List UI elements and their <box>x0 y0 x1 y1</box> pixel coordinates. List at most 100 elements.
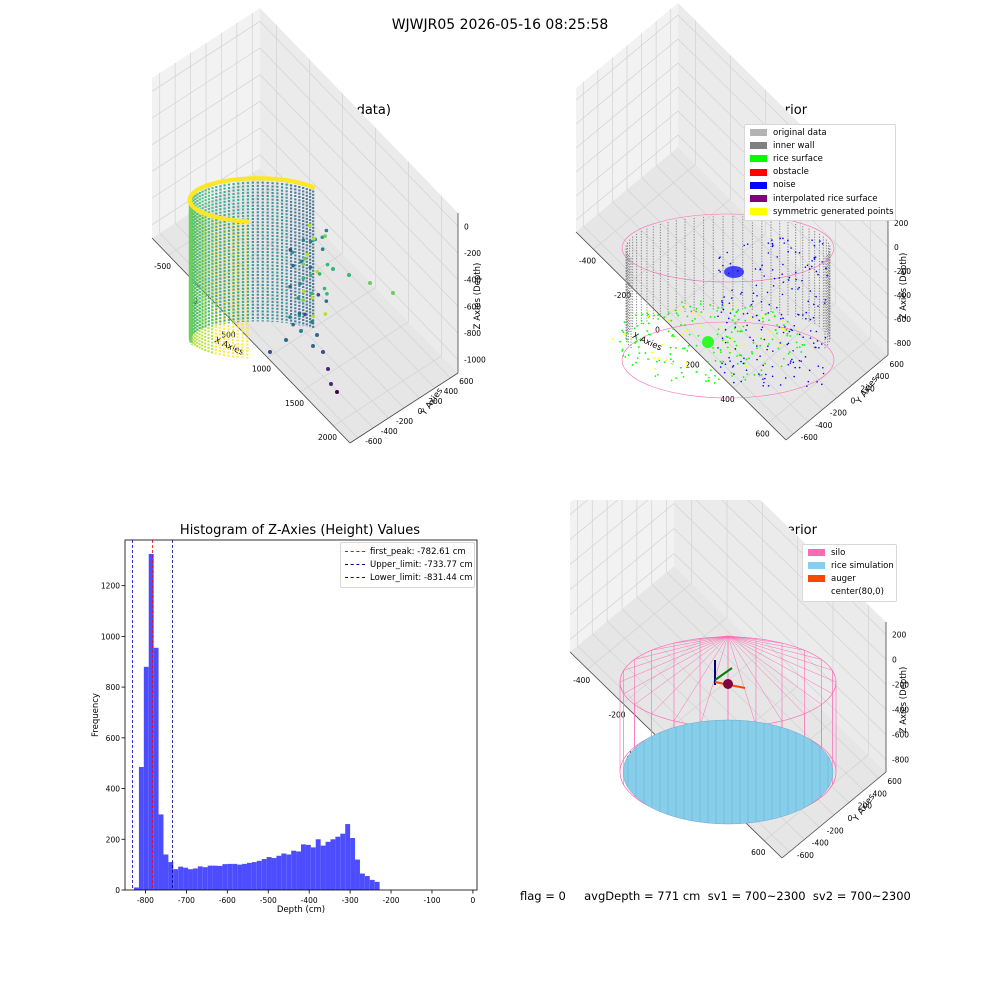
x-tick-label: 1500 <box>285 399 304 408</box>
rice-surface-point <box>741 344 744 347</box>
noise-point <box>755 314 758 317</box>
silo-wireframe <box>651 635 729 651</box>
rice-surface-point <box>762 320 764 323</box>
noise-point <box>820 343 823 345</box>
data-point <box>305 252 309 257</box>
z-tick-label: -200 <box>464 249 481 258</box>
x-tick-label: -200 <box>614 291 631 300</box>
noise-point <box>779 384 782 386</box>
silo-wireframe <box>727 635 757 726</box>
noise-point <box>752 292 755 295</box>
legend-label: interpolated rice surface <box>773 193 878 204</box>
z-axis-label: Z Axies (Depth) <box>899 667 909 734</box>
rice-surface-point <box>654 375 657 377</box>
data-point <box>310 185 316 190</box>
legend-swatch <box>808 575 825 583</box>
noise-point <box>766 348 768 351</box>
legend-item-original: original data <box>745 126 895 139</box>
noise-point <box>791 358 793 361</box>
noise-point <box>782 317 784 320</box>
rice-surface-point <box>680 324 682 326</box>
noise-point <box>791 287 793 290</box>
histogram-bar <box>261 859 267 890</box>
x-tick-label: -300 <box>342 896 359 905</box>
rice-surface-point <box>667 312 670 315</box>
rice-surface-point <box>719 349 722 351</box>
noise-point <box>761 264 763 267</box>
rice-surface-point <box>734 322 737 325</box>
rice-surface-point <box>677 314 680 317</box>
rice-surface-point <box>714 359 717 362</box>
rice-surface-point <box>739 330 742 332</box>
noise-point <box>779 342 782 344</box>
silo-wireframe <box>727 635 783 722</box>
gridline <box>174 222 374 429</box>
rice-surface-point <box>736 330 739 333</box>
legend-label: center(80,0) <box>831 587 884 598</box>
noise-point <box>790 360 792 362</box>
data-point <box>303 256 307 261</box>
silo-wireframe <box>727 635 833 694</box>
noise-point <box>733 373 735 375</box>
y-tick-label: 600 <box>459 377 474 386</box>
data-point <box>291 322 295 327</box>
noise-point <box>767 385 770 387</box>
histogram-bar <box>237 864 243 890</box>
rice-surface-point <box>611 338 614 341</box>
histogram-bar <box>296 851 301 890</box>
legend-label: rice surface <box>773 153 823 164</box>
rice-surface-point <box>675 312 678 315</box>
rice-surface-point <box>725 348 727 351</box>
histogram-bar <box>291 850 297 890</box>
rice-surface-point <box>716 333 719 336</box>
noise-point <box>752 300 754 303</box>
data-point <box>317 272 322 276</box>
legend-swatch <box>750 155 767 163</box>
rice-surface-point <box>776 324 779 326</box>
legend-label: original data <box>773 127 827 138</box>
noise-point <box>813 244 816 247</box>
rice-surface-point <box>646 310 649 313</box>
noise-point <box>759 355 761 357</box>
x-tick-label: -500 <box>260 896 277 905</box>
y-tick-label: 200 <box>860 384 875 393</box>
noise-point <box>809 290 812 292</box>
noise-point <box>740 360 742 363</box>
rice-surface-point <box>722 360 725 363</box>
noise-point <box>760 300 763 303</box>
noise-point <box>787 250 789 253</box>
rice-surface-point <box>730 372 733 374</box>
rice-surface-point <box>691 312 694 315</box>
noise-point <box>718 257 721 260</box>
rice-surface-point <box>706 360 709 363</box>
gridline <box>151 127 261 199</box>
data-point <box>321 350 325 354</box>
data-point <box>308 273 313 278</box>
legend-swatch <box>750 195 767 203</box>
rice-surface-point <box>717 378 720 381</box>
rice-surface-point <box>647 358 649 361</box>
noise-point <box>821 242 824 245</box>
noise-point <box>721 337 724 339</box>
data-point <box>291 263 295 268</box>
silo-wireframe <box>727 635 822 705</box>
rice-surface-point <box>753 373 756 376</box>
legend-item-silo: silo <box>803 546 896 559</box>
noise-point <box>723 296 725 298</box>
rice-simulation-surface <box>622 719 834 825</box>
rice-surface-point <box>684 305 687 308</box>
histogram-bar <box>168 862 174 890</box>
noise-point <box>815 330 818 333</box>
noise-point <box>779 237 781 240</box>
noise-point <box>741 291 743 294</box>
gridline <box>575 86 679 173</box>
noise-point <box>780 317 782 320</box>
histogram-bar <box>325 841 331 890</box>
x-tick-label: 200 <box>685 360 700 369</box>
rice-surface-point <box>737 318 740 321</box>
noise-point <box>790 328 792 331</box>
y-axis-line <box>785 354 889 441</box>
histogram-bar <box>246 862 252 890</box>
silo-wireframe <box>623 635 729 671</box>
noise-point <box>776 256 779 258</box>
